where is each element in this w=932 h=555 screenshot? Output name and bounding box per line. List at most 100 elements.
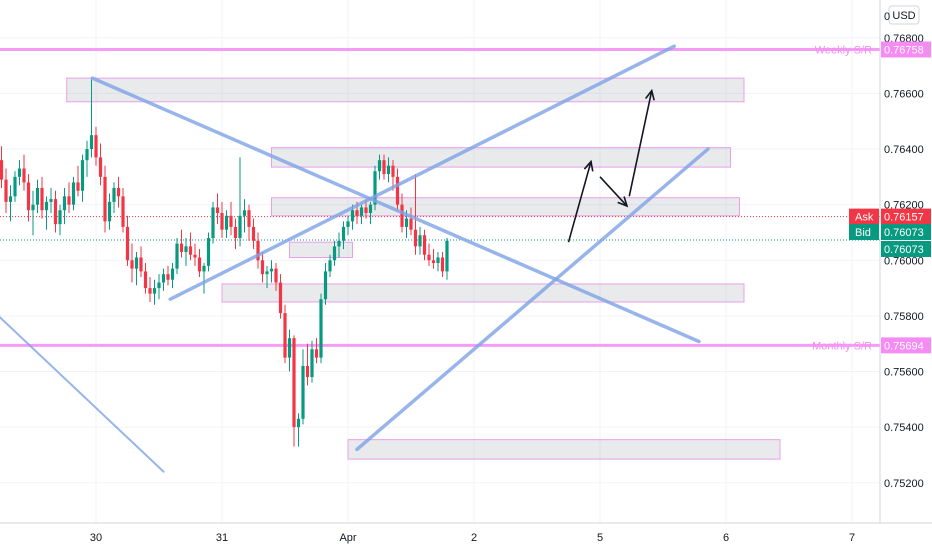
candle-body	[94, 135, 98, 158]
candle-body	[445, 240, 449, 272]
ask-price: 0.76157	[884, 212, 924, 224]
sr-zone	[289, 241, 353, 259]
candle-body	[440, 257, 445, 272]
candle-body	[35, 187, 40, 205]
candle-body	[386, 165, 391, 175]
candle-body	[364, 207, 368, 214]
candle-body	[22, 168, 26, 183]
candle-body	[310, 349, 314, 378]
candle-body	[197, 257, 202, 272]
sr-zone	[221, 283, 745, 303]
candle-body	[206, 238, 211, 266]
candle-body	[85, 149, 89, 161]
price-axis: USD 0 0.768000.766000.764000.762000.7600…	[0, 0, 932, 524]
candle-body	[121, 196, 125, 227]
candle-body	[359, 207, 364, 216]
candle-body	[40, 187, 44, 211]
candle-body	[161, 274, 166, 283]
trendline	[168, 44, 676, 301]
candle-body	[242, 210, 247, 216]
time-tick-label: 2	[471, 532, 477, 544]
price-tick-top: 0	[884, 11, 890, 23]
candle-body	[202, 265, 206, 272]
candle-body	[179, 243, 184, 252]
currency-button[interactable]	[888, 5, 920, 25]
price-tick-label: 0.76600	[884, 88, 924, 100]
candle-body	[346, 221, 350, 227]
candle-body	[8, 196, 13, 202]
candle-body	[0, 160, 4, 180]
candle-body	[400, 204, 404, 227]
candle-body	[220, 213, 224, 230]
candle-body	[170, 268, 175, 280]
candle-body	[314, 349, 319, 358]
currency-label: USD	[892, 10, 915, 22]
last-price: 0.76073	[884, 244, 924, 256]
candle-body	[157, 282, 161, 289]
candle-body	[71, 182, 76, 205]
sr-zone	[66, 77, 745, 103]
time-tick-label: 31	[216, 532, 228, 544]
candle-body	[292, 338, 296, 428]
candle-body	[49, 199, 53, 202]
candle-body	[278, 282, 283, 314]
candle-body	[134, 257, 139, 269]
candle-body	[323, 271, 328, 300]
trendline	[90, 76, 701, 344]
sr-level-tag	[881, 337, 931, 354]
candle-body	[103, 176, 107, 222]
candle-body	[166, 274, 170, 280]
candle-body	[355, 210, 359, 216]
candle-body	[404, 218, 409, 227]
candle-body	[125, 226, 130, 261]
candle-body	[431, 260, 436, 264]
arrow-head	[617, 196, 629, 208]
grid	[0, 0, 880, 523]
candle-body	[175, 243, 179, 269]
arrow-head	[583, 159, 594, 172]
candle-body	[107, 201, 112, 222]
candle-body	[251, 226, 256, 241]
candle-body	[368, 204, 373, 214]
candle-body	[62, 196, 67, 211]
candle-body	[4, 179, 8, 202]
bid-label: Bid	[855, 227, 871, 239]
last-price-tag	[881, 240, 931, 257]
candle-body	[418, 235, 422, 247]
price-tick-label: 0.76400	[884, 144, 924, 156]
ask-label-tag	[849, 208, 879, 225]
drawings-layer	[0, 44, 710, 473]
bid-price: 0.76073	[884, 227, 924, 239]
candle-body	[328, 260, 332, 272]
candle-body	[67, 196, 71, 205]
sr-level-label: Weekly S/R	[815, 44, 872, 56]
candle-body	[247, 210, 251, 227]
candle-body	[413, 229, 418, 247]
candle-body	[116, 187, 121, 197]
trendline	[355, 147, 710, 452]
time-tick-label: 30	[90, 532, 102, 544]
levels-layer: Weekly S/R Monthly S/R	[0, 44, 880, 352]
candle-body	[395, 176, 400, 205]
price-tick-label: 0.75200	[884, 478, 924, 490]
price-tags-layer: 0.76758 0.75694 Ask 0.76157 Bid 0.76073 0.7607…	[849, 41, 931, 354]
candle-body	[229, 215, 233, 227]
sr-zone	[271, 147, 731, 168]
candle-body	[238, 215, 242, 239]
candle-body	[377, 160, 382, 172]
time-axis: 30 31 Apr 2 5 6 7	[90, 532, 855, 544]
candle-body	[211, 207, 215, 239]
price-tick-label: 0.75400	[884, 422, 924, 434]
candle-body	[148, 288, 152, 294]
ask-label: Ask	[855, 212, 874, 224]
candle-body	[215, 207, 220, 214]
candle-body	[427, 254, 431, 261]
candle-body	[350, 210, 355, 222]
sr-level-label: Monthly S/R	[812, 340, 872, 352]
time-tick-label: 6	[723, 532, 729, 544]
candle-body	[184, 246, 188, 252]
time-tick-label: Apr	[339, 532, 356, 544]
candle-body	[391, 165, 395, 177]
